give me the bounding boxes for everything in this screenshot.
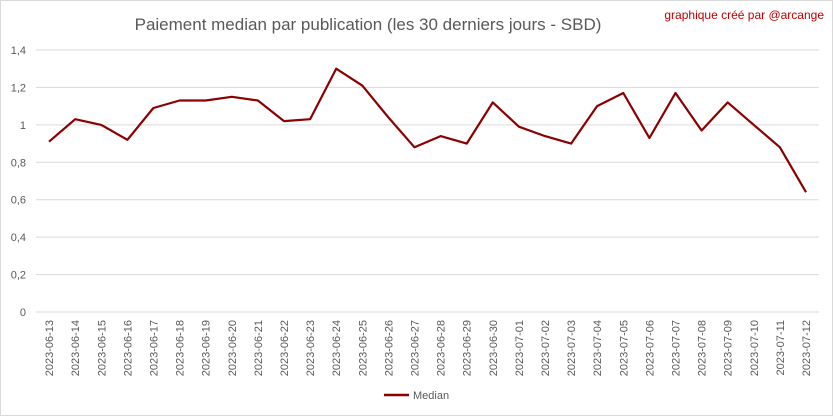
y-axis: 0 0,2 0,4 0,6 0,8 1 1,2 1,4: [11, 45, 26, 319]
x-tick-label: 2023-07-02: [540, 320, 552, 376]
data-point: [73, 117, 77, 121]
data-point: [334, 67, 338, 71]
x-tick-label: 2023-07-09: [723, 320, 735, 376]
x-tick-label: 2023-07-01: [514, 320, 526, 376]
data-point: [256, 99, 260, 103]
data-point: [99, 123, 103, 127]
y-tick-label: 0: [20, 307, 26, 319]
data-point: [595, 104, 599, 108]
data-point: [491, 100, 495, 104]
data-point: [673, 91, 677, 95]
x-tick-label: 2023-06-16: [122, 320, 134, 376]
data-point: [700, 128, 704, 132]
legend: Median: [384, 390, 449, 402]
data-point: [151, 106, 155, 110]
x-tick-label: 2023-06-25: [357, 320, 369, 376]
gridlines: [36, 49, 819, 313]
legend-label: Median: [413, 390, 449, 402]
x-tick-label: 2023-06-15: [96, 320, 108, 376]
x-tick-label: 2023-06-14: [70, 320, 82, 376]
x-tick-label: 2023-07-08: [697, 320, 709, 376]
series-layer: [47, 67, 808, 194]
x-tick-label: 2023-06-30: [488, 320, 500, 376]
series-line-median: [48, 67, 807, 193]
y-tick-label: 0,4: [11, 232, 26, 244]
x-tick-label: 2023-06-28: [436, 320, 448, 376]
x-tick-label: 2023-06-22: [279, 320, 291, 376]
x-tick-label: 2023-06-17: [148, 320, 160, 376]
x-tick-label: 2023-06-19: [201, 320, 213, 376]
x-tick-label: 2023-07-10: [749, 320, 761, 376]
data-point: [804, 190, 808, 194]
x-tick-label: 2023-06-27: [409, 320, 421, 376]
x-tick-label: 2023-07-06: [644, 320, 656, 376]
chart-credit: graphique créé par @arcange: [664, 8, 824, 22]
data-point: [308, 117, 312, 121]
data-point: [465, 142, 469, 146]
x-tick-label: 2023-07-12: [801, 320, 813, 376]
data-point: [778, 145, 782, 149]
x-tick-label: 2023-06-13: [44, 320, 56, 376]
y-tick-label: 1,4: [11, 45, 26, 57]
data-point: [125, 138, 129, 142]
data-point: [230, 95, 234, 99]
data-point: [360, 84, 364, 88]
data-point: [647, 136, 651, 140]
x-tick-label: 2023-07-04: [592, 320, 604, 376]
data-point: [726, 100, 730, 104]
x-tick-label: 2023-07-07: [670, 320, 682, 376]
data-point: [517, 125, 521, 129]
data-point: [752, 123, 756, 127]
x-tick-label: 2023-07-11: [775, 320, 787, 375]
data-point: [204, 99, 208, 103]
y-tick-label: 1: [20, 120, 26, 132]
x-tick-label: 2023-06-18: [175, 320, 187, 376]
x-tick-label: 2023-06-23: [305, 320, 317, 376]
y-tick-label: 0,8: [11, 157, 26, 169]
x-axis: 2023-06-13 2023-06-14 2023-06-15 2023-06-16…: [44, 320, 813, 376]
x-tick-label: 2023-06-29: [462, 320, 474, 376]
data-point: [178, 99, 182, 103]
chart-title: Paiement median par publication (les 30 …: [135, 15, 602, 34]
x-tick-label: 2023-07-05: [618, 320, 630, 376]
y-tick-label: 1,2: [11, 82, 26, 94]
x-tick-label: 2023-06-26: [383, 320, 395, 376]
x-tick-label: 2023-06-20: [227, 320, 239, 376]
x-tick-label: 2023-06-21: [253, 320, 265, 376]
x-tick-label: 2023-07-03: [566, 320, 578, 376]
data-point: [621, 91, 625, 95]
data-point: [439, 134, 443, 138]
data-point: [543, 134, 547, 138]
data-point: [282, 119, 286, 123]
y-tick-label: 0,6: [11, 195, 26, 207]
data-point: [386, 115, 390, 119]
data-point: [412, 145, 416, 149]
x-tick-label: 2023-06-24: [331, 320, 343, 376]
data-point: [569, 142, 573, 146]
y-tick-label: 0,2: [11, 270, 26, 282]
data-point: [47, 140, 51, 144]
